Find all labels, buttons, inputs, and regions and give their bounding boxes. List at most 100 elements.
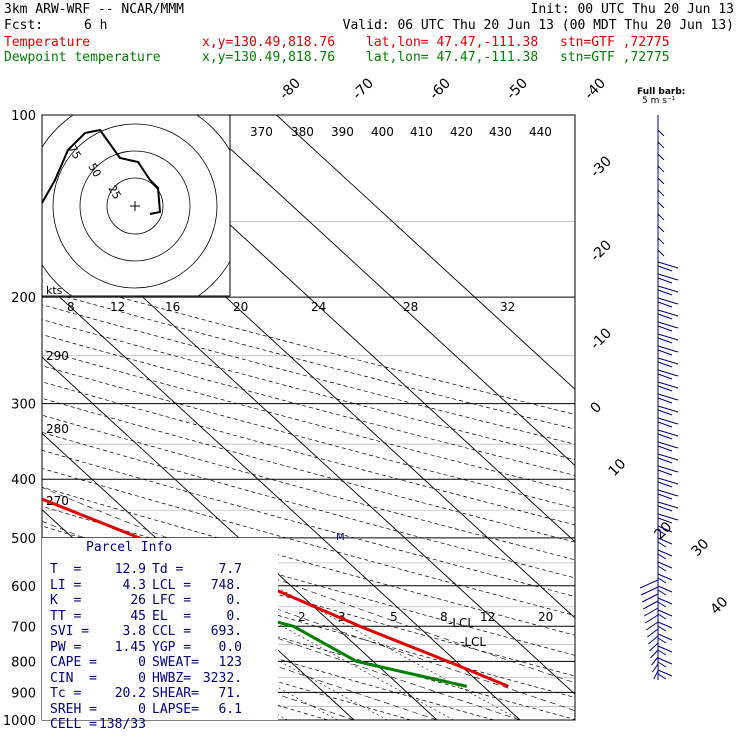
low-level-wind-barb <box>641 593 659 603</box>
parcel-param-label: CELL = <box>50 717 97 732</box>
valid-time: Valid: 06 UTC Thu 20 Jun 13 (00 MDT Thu … <box>342 18 734 33</box>
wind-barb <box>657 357 679 368</box>
parcel-param-label: SREH = <box>50 701 97 717</box>
wind-barb <box>657 465 679 476</box>
temp-station: stn=GTF ,72775 <box>560 35 670 50</box>
low-level-wind-barb <box>647 628 659 638</box>
parcel-param-value: 6.1 <box>218 701 242 717</box>
wind-barb <box>657 333 679 344</box>
theta-label: 380 <box>291 125 314 139</box>
isotherm-tick-label: -40 <box>582 75 609 102</box>
wind-barb <box>657 489 679 500</box>
wind-barb <box>657 441 679 452</box>
dry-adiabat-line <box>42 588 494 720</box>
mixing-ratio-label: 8 <box>440 610 448 624</box>
theta-label: 370 <box>250 125 273 139</box>
wind-barb <box>657 429 679 440</box>
low-level-wind-barb <box>644 614 659 624</box>
isotherm-tick-label: 10 <box>606 456 630 480</box>
dewpoint-profile-line <box>42 570 468 688</box>
parcel-param-value: 4.3 <box>122 577 146 593</box>
parcel-param-value: 138/33 <box>99 717 146 732</box>
wind-barb <box>657 585 673 596</box>
hodograph-axis-label: kts <box>46 284 63 297</box>
low-level-wind-barb <box>642 600 659 610</box>
hodograph-ring-label: 8 <box>67 300 75 314</box>
theta-label: 410 <box>410 125 433 139</box>
low-level-wind-barb <box>640 586 659 596</box>
low-level-wind-barb <box>650 649 659 659</box>
parcel-param-value: 693. <box>210 624 242 639</box>
theta-label: 390 <box>331 125 354 139</box>
forecast-hours: 6 h <box>84 18 108 33</box>
wind-barb <box>657 609 673 620</box>
parcel-param-value: 45 <box>130 608 146 624</box>
wind-barb <box>657 249 665 257</box>
wind-barb <box>657 549 673 560</box>
isotherm-line <box>276 115 575 390</box>
theta-label: 430 <box>489 125 512 139</box>
dry-adiabat-line <box>42 432 575 579</box>
parcel-param-label: CCL = <box>152 624 192 639</box>
parcel-param-value: 748. <box>210 577 242 593</box>
parcel-param-label: EL = <box>152 608 192 624</box>
wind-barb <box>657 141 665 149</box>
mixing-ratio-line <box>141 585 388 720</box>
wind-barb <box>657 273 679 284</box>
dew-station: stn=GTF ,72775 <box>560 50 670 65</box>
wind-barb <box>657 393 679 404</box>
hodograph-circle-label: 75 <box>65 143 83 162</box>
model-title: 3km ARW-WRF -- NCAR/MMM <box>4 2 185 17</box>
forecast-label: Fcst: <box>4 18 44 33</box>
dry-adiabat-line <box>42 289 575 430</box>
dry-adiabat-line <box>42 349 575 492</box>
theta-label: 420 <box>450 125 473 139</box>
isotherm-tick-label: -70 <box>350 75 377 102</box>
low-level-wind-barb <box>652 663 659 673</box>
parcel-param-label: LCL = <box>152 577 192 593</box>
wind-barb <box>657 669 673 680</box>
parcel-param-label: Td = <box>152 562 184 577</box>
parcel-param-label: HWBZ= <box>152 670 192 686</box>
wind-barb <box>657 153 665 161</box>
wind-barb <box>657 573 673 584</box>
wind-barb <box>657 525 673 536</box>
parcel-param-label: LI = <box>50 577 82 593</box>
parcel-param-label: K = <box>50 593 82 608</box>
lcl-label: -LCL <box>460 635 486 649</box>
low-level-wind-barb <box>643 607 659 617</box>
hodograph-ring-label: 28 <box>403 300 418 314</box>
hodograph-ring-label: 32 <box>500 300 515 314</box>
isotherm-tick-label: -50 <box>504 75 531 102</box>
temp-latlon: lat,lon= 47.47,-111.38 <box>366 35 539 50</box>
parcel-param-value: 123 <box>218 655 242 670</box>
wind-barb <box>657 501 679 512</box>
wind-barb <box>657 261 679 272</box>
mixing-ratio-label: 2 <box>298 610 306 624</box>
wind-barb <box>657 645 673 656</box>
hodograph-ring-label: 24 <box>311 300 326 314</box>
low-level-wind-barb <box>639 579 659 589</box>
hodograph-circle-label: 50 <box>85 161 103 180</box>
parcel-param-label: TT = <box>50 608 82 624</box>
theta-left-label: 290 <box>46 349 69 363</box>
init-time: Init: 00 UTC Thu 20 Jun 13 <box>530 2 735 17</box>
wind-barb <box>657 237 665 245</box>
mixing-ratio-label: 20 <box>538 610 553 624</box>
temperature-profile-line <box>42 497 509 688</box>
parcel-param-value: 26 <box>130 593 146 608</box>
parcel-param-value: 71. <box>218 686 242 701</box>
parcel-info-panel: Parcel Info T = 12.9 Td = 7.7 LI = 4.3 LCL = 74… <box>42 538 278 732</box>
parcel-param-value: 0 <box>138 670 146 686</box>
parcel-param-label: LFC = <box>152 593 192 608</box>
isotherm-line <box>42 356 438 720</box>
parcel-param-label: T = <box>50 562 82 577</box>
parcel-param-label: CAPE = <box>50 655 97 670</box>
mixing-ratio-line <box>274 585 521 720</box>
mixing-ratio-line <box>91 585 338 720</box>
parcel-param-value: 0 <box>138 655 146 670</box>
wind-barb <box>657 537 673 548</box>
isotherm-line <box>193 115 575 467</box>
isotherm-tick-label: -20 <box>588 237 615 264</box>
hodograph-ring-label: 16 <box>165 300 180 314</box>
